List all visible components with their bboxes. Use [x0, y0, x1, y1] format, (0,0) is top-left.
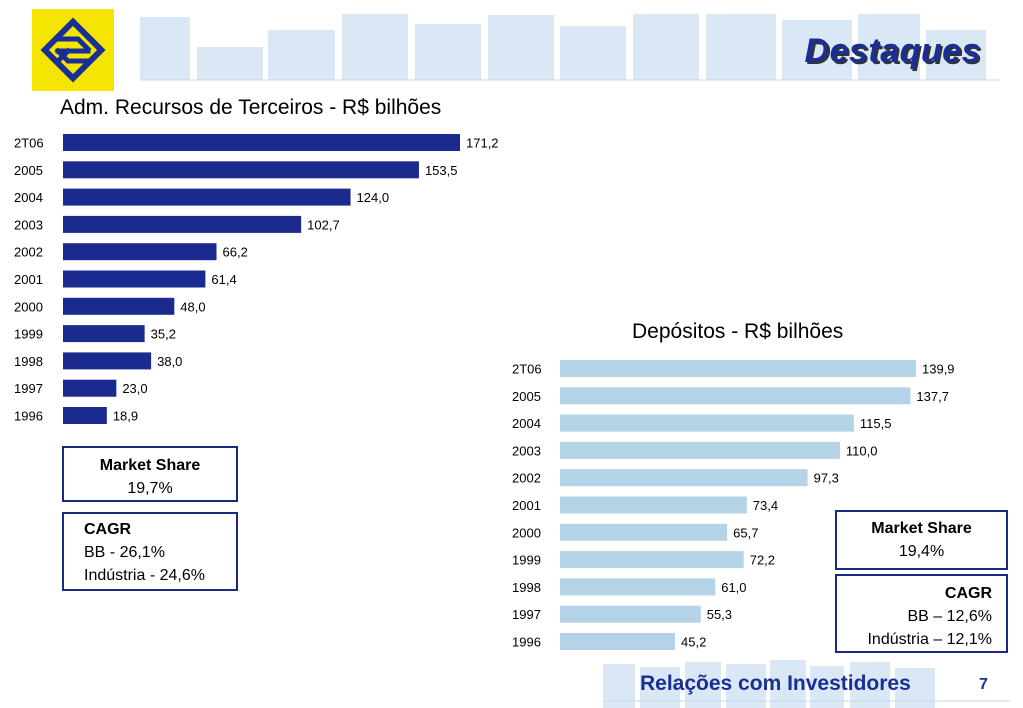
chart1-category-label: 2001 [14, 272, 43, 287]
chart2-category-label: 2005 [512, 389, 541, 404]
chart1-bar-1997 [63, 379, 117, 397]
chart2-title: Depósitos - R$ bilhões [632, 320, 844, 343]
chart2-value-label: 45,2 [681, 635, 706, 650]
market-share-value: 19,7% [127, 480, 173, 497]
market-share-label: Market Share [871, 520, 972, 537]
chart1-value-label: 18,9 [113, 409, 138, 424]
chart2-bar-2003 [560, 441, 840, 459]
chart2-value-label: 55,3 [707, 607, 732, 622]
chart2-value-label: 110,0 [846, 443, 878, 458]
chart1-value-label: 48,0 [180, 299, 205, 314]
chart2-category-label: 1998 [512, 580, 541, 595]
chart2-bar-2002 [560, 469, 808, 487]
chart2-category-label: 1996 [512, 635, 541, 650]
chart2-market-share-box: Market Share 19,4% [835, 510, 1008, 570]
chart2-value-label: 65,7 [733, 525, 758, 540]
chart1-value-label: 171,2 [466, 136, 499, 151]
chart1-title: Adm. Recursos de Terceiros - R$ bilhões [60, 96, 442, 119]
chart1-category-label: 1998 [14, 354, 43, 369]
market-share-label: Market Share [99, 457, 201, 474]
cagr-industry: Indústria – 12,1% [867, 631, 992, 648]
chart1-value-label: 61,4 [211, 272, 236, 287]
chart2-category-label: 2004 [512, 416, 541, 431]
chart2-value-label: 115,5 [860, 416, 892, 431]
header-decoration [140, 14, 1000, 81]
chart1-category-label: 2003 [14, 217, 43, 232]
chart1-category-label: 2005 [14, 163, 43, 178]
chart2-value-label: 61,0 [721, 580, 746, 595]
chart1-value-label: 66,2 [223, 245, 248, 260]
slide-title: Destaques [804, 32, 981, 70]
chart1-category-label: 1997 [14, 381, 43, 396]
chart2-bar-1997 [560, 605, 701, 623]
cagr-bb: BB – 12,6% [907, 608, 993, 625]
chart1-category-label: 1996 [14, 409, 43, 424]
chart1-bar-1998 [63, 352, 152, 370]
chart2-bar-1996 [560, 633, 676, 650]
chart1-bar-2003 [63, 215, 302, 233]
chart2-category-label: 2001 [512, 498, 541, 513]
chart2-category-label: 1997 [512, 607, 541, 622]
chart1-value-label: 23,0 [122, 381, 147, 396]
chart2-value-label: 72,2 [750, 553, 775, 568]
chart2-value-label: 139,9 [922, 362, 955, 377]
chart1-bar-2002 [63, 243, 217, 261]
market-share-value: 19,4% [898, 543, 945, 560]
chart1-bar-2005 [63, 161, 419, 179]
chart2-value-label: 73,4 [753, 498, 778, 513]
chart1-bar-2000 [63, 297, 175, 315]
cagr-label: CAGR [84, 521, 132, 538]
chart2-bar-2004 [560, 414, 854, 432]
chart1-bar-1999 [63, 325, 145, 343]
chart2-category-label: 2003 [512, 443, 541, 458]
chart2-category-label: 2002 [512, 471, 541, 486]
page-number: 7 [979, 676, 988, 693]
chart1-category-label: 2004 [14, 190, 43, 205]
chart2-value-label: 137,7 [916, 389, 949, 404]
chart2-category-label: 2000 [512, 525, 541, 540]
chart1-category-label: 1999 [14, 327, 43, 342]
chart2-bar-2001 [560, 496, 747, 514]
chart2-bar-1999 [560, 551, 744, 569]
chart1-category-label: 2000 [14, 299, 43, 314]
chart1-value-label: 35,2 [151, 327, 176, 342]
chart2-value-label: 97,3 [814, 471, 839, 486]
cagr-label: CAGR [944, 585, 992, 602]
chart1-value-label: 124,0 [357, 190, 390, 205]
chart2-bar-2005 [560, 387, 911, 405]
chart1-value-label: 153,5 [425, 163, 458, 178]
chart2-cagr-box: CAGR BB – 12,6% Indústria – 12,1% [835, 574, 1008, 653]
chart2-category-label: 1999 [512, 553, 541, 568]
chart2-bar-2T06 [560, 360, 916, 377]
chart2-category-label: 2T06 [512, 362, 542, 377]
chart1-bar-1996 [63, 407, 107, 424]
chart2-bar-2000 [560, 523, 728, 541]
banco-do-brasil-logo [32, 9, 114, 91]
cagr-bb: BB - 26,1% [84, 544, 165, 561]
chart1-bar-2001 [63, 270, 206, 288]
chart2-bar-1998 [560, 578, 716, 596]
cagr-industry: Indústria - 24,6% [84, 567, 205, 584]
chart1-category-label: 2002 [14, 245, 43, 260]
chart1-value-label: 102,7 [307, 217, 340, 232]
chart1-value-label: 38,0 [157, 354, 182, 369]
chart1-category-label: 2T06 [14, 136, 44, 151]
chart1-cagr-box: CAGR BB - 26,1% Indústria - 24,6% [62, 512, 238, 591]
chart1-bar-2T06 [63, 134, 460, 151]
chart1-bar-2004 [63, 188, 351, 206]
footer-text: Relações com Investidores [640, 672, 911, 695]
chart1-market-share-box: Market Share 19,7% [62, 446, 238, 502]
